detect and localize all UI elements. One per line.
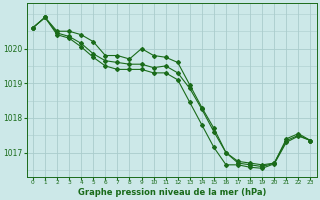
X-axis label: Graphe pression niveau de la mer (hPa): Graphe pression niveau de la mer (hPa) [77, 188, 266, 197]
